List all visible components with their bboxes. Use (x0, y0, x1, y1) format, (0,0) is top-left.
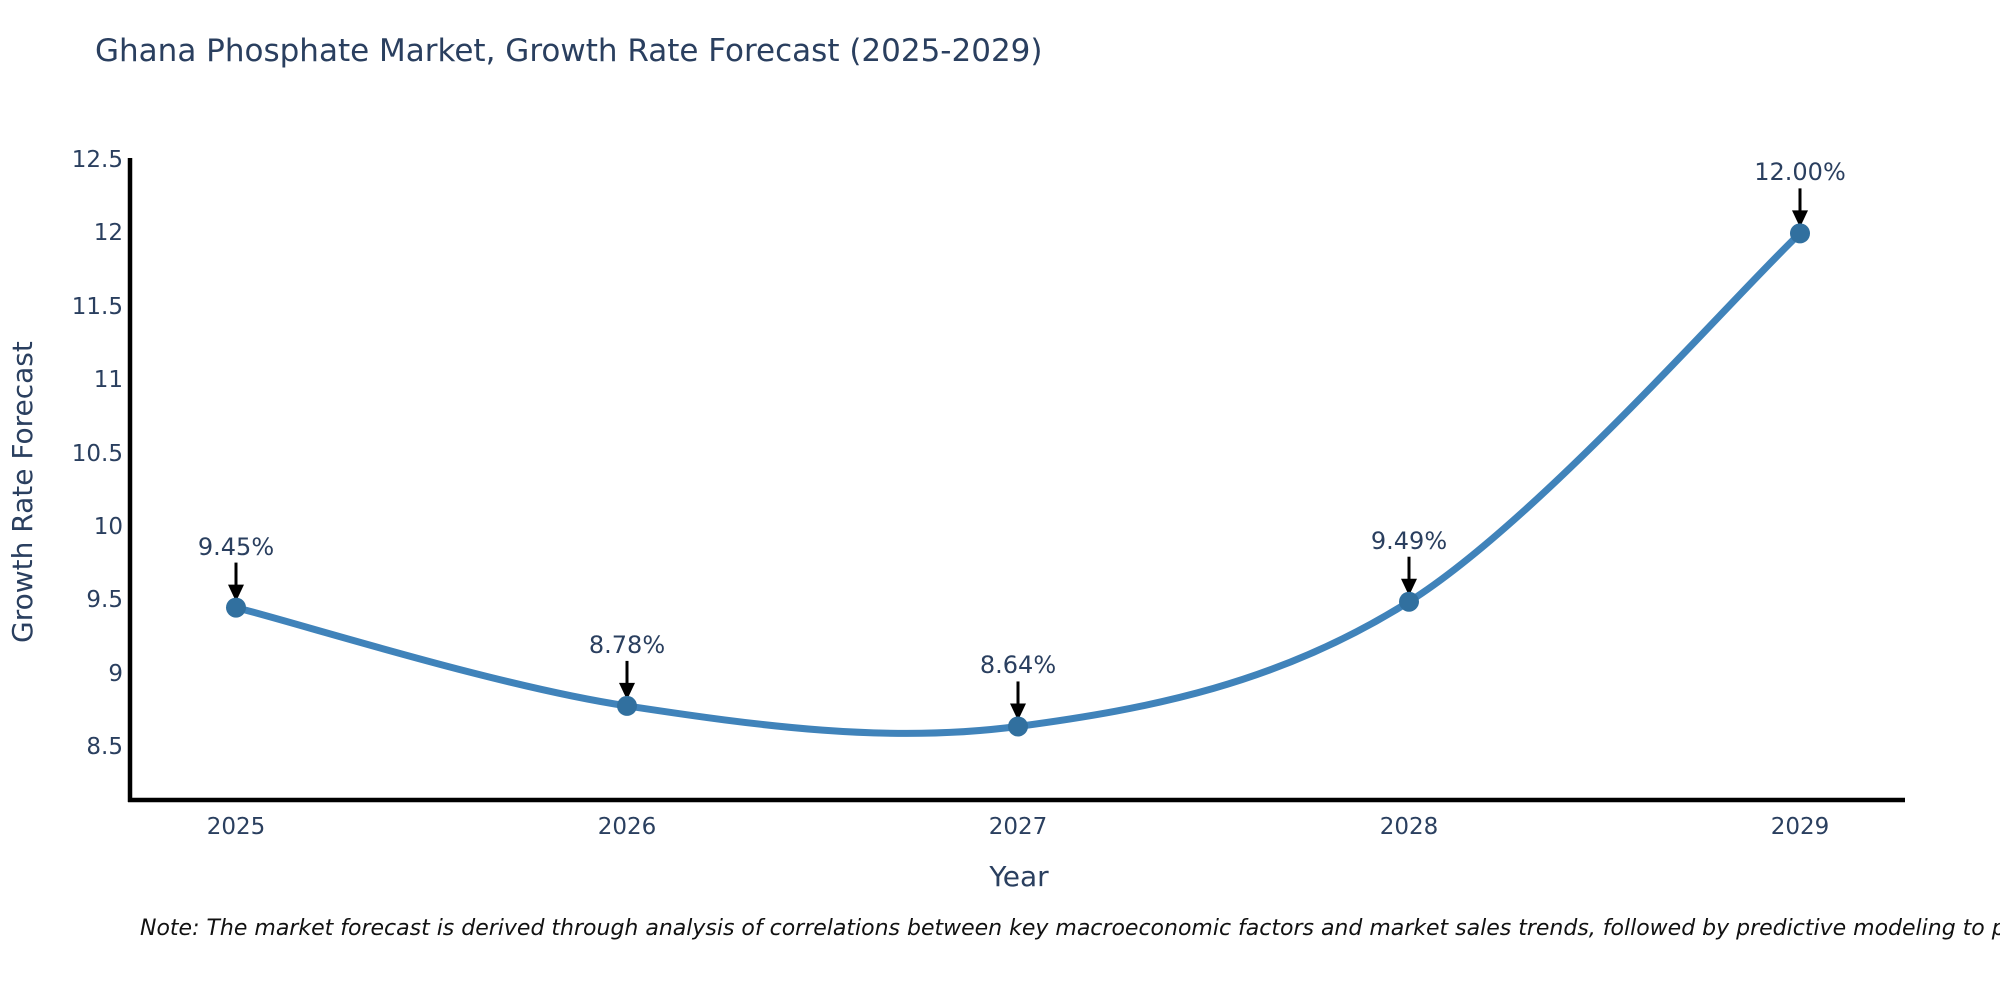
annotation-arrowhead (1401, 578, 1417, 596)
series-line (232, 229, 1804, 737)
data-point-marker[interactable] (617, 695, 637, 716)
data-point-marker[interactable] (1399, 591, 1419, 612)
y-tick-label: 9.5 (86, 587, 123, 614)
point-label: 9.45% (197, 532, 275, 561)
x-tick-label: 2028 (1379, 814, 1439, 840)
x-tick-label: 2027 (988, 814, 1048, 840)
x-tick-label: 2029 (1770, 814, 1830, 840)
y-tick-label: 11 (93, 367, 123, 394)
x-axis-title: Year (989, 860, 1049, 893)
chart-title: Ghana Phosphate Market, Growth Rate Fore… (95, 33, 1043, 69)
y-tick-label: 11.5 (71, 293, 123, 320)
data-point-marker[interactable] (1790, 223, 1810, 244)
point-label: 8.78% (588, 630, 666, 659)
y-tick-label: 9 (108, 660, 123, 687)
point-label: 12.00% (1754, 158, 1846, 187)
footnote: Note: The market forecast is derived thr… (140, 916, 2000, 941)
annotation-arrowhead (1010, 703, 1026, 721)
y-tick-label: 10.5 (71, 440, 123, 467)
point-label: 9.49% (1370, 526, 1448, 555)
annotation-arrowhead (228, 584, 244, 602)
data-point-marker[interactable] (1008, 716, 1028, 737)
point-label: 8.64% (979, 651, 1057, 680)
x-tick-label: 2025 (206, 814, 266, 840)
y-tick-label: 12.5 (71, 147, 123, 173)
data-point-marker[interactable] (226, 597, 246, 618)
y-tick-label: 8.5 (86, 734, 123, 760)
y-tick-label: 10 (93, 513, 123, 540)
x-tick-label: 2026 (597, 814, 657, 840)
annotation-arrowhead (619, 682, 635, 700)
y-tick-label: 12 (93, 220, 123, 247)
annotation-arrowhead (1792, 210, 1808, 228)
